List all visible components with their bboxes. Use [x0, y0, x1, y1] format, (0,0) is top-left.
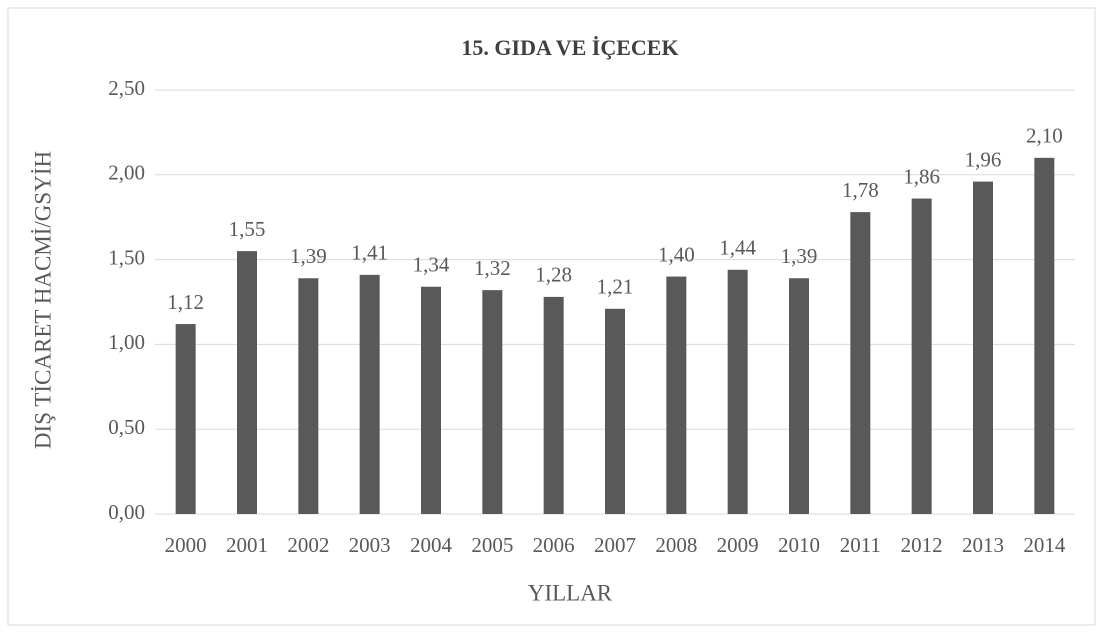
bar [727, 269, 748, 514]
chart-title: 15. GIDA VE İÇECEK [461, 35, 678, 60]
y-tick-label: 2,50 [108, 76, 145, 100]
data-label: 1,41 [351, 241, 388, 265]
y-tick-label: 0,50 [108, 415, 145, 439]
y-tick-label: 2,00 [108, 161, 145, 185]
bar [359, 274, 380, 514]
x-tick-label: 2003 [349, 533, 391, 557]
y-axis-label: DIŞ TİCARET HACMİ/GSYİH [30, 151, 55, 449]
x-tick-label: 2009 [717, 533, 759, 557]
x-tick-label: 2008 [655, 533, 697, 557]
data-label: 1,39 [290, 244, 327, 268]
bar [175, 324, 196, 514]
data-label: 1,12 [167, 290, 204, 314]
data-label: 2,10 [1026, 124, 1063, 148]
x-tick-label: 2001 [226, 533, 268, 557]
bar [237, 251, 257, 514]
y-tick-label: 0,00 [108, 500, 145, 524]
data-label: 1,86 [903, 164, 940, 188]
x-tick-label: 2012 [901, 533, 943, 557]
x-axis-label: YILLAR [528, 580, 613, 605]
bar [850, 212, 871, 514]
data-label: 1,32 [474, 256, 511, 280]
bar [298, 278, 319, 514]
x-tick-label: 2004 [410, 533, 453, 557]
bar [543, 296, 564, 514]
data-label: 1,44 [719, 236, 756, 260]
x-tick-label: 2006 [533, 533, 575, 557]
bar [973, 181, 993, 515]
y-tick-label: 1,00 [108, 330, 145, 354]
data-label: 1,21 [597, 275, 634, 299]
bar [789, 278, 809, 514]
x-tick-label: 2011 [840, 533, 881, 557]
data-label: 1,34 [413, 253, 450, 277]
x-tick-label: 2010 [778, 533, 820, 557]
data-label: 1,40 [658, 242, 695, 266]
data-label: 1,39 [781, 244, 818, 268]
x-tick-label: 2000 [165, 533, 207, 557]
x-tick-label: 2005 [471, 533, 513, 557]
bar [482, 290, 503, 514]
bar [666, 276, 687, 514]
bar [911, 198, 932, 514]
x-tick-label: 2014 [1023, 533, 1066, 557]
data-label: 1,55 [229, 217, 266, 241]
bar [605, 308, 625, 514]
data-label: 1,78 [842, 178, 879, 202]
x-tick-label: 2007 [594, 533, 636, 557]
bar [421, 286, 441, 514]
data-label: 1,96 [965, 147, 1002, 171]
y-tick-label: 1,50 [108, 245, 145, 269]
x-tick-label: 2002 [287, 533, 329, 557]
data-label: 1,28 [535, 263, 572, 287]
x-tick-label: 2013 [962, 533, 1004, 557]
bar [1034, 157, 1055, 514]
